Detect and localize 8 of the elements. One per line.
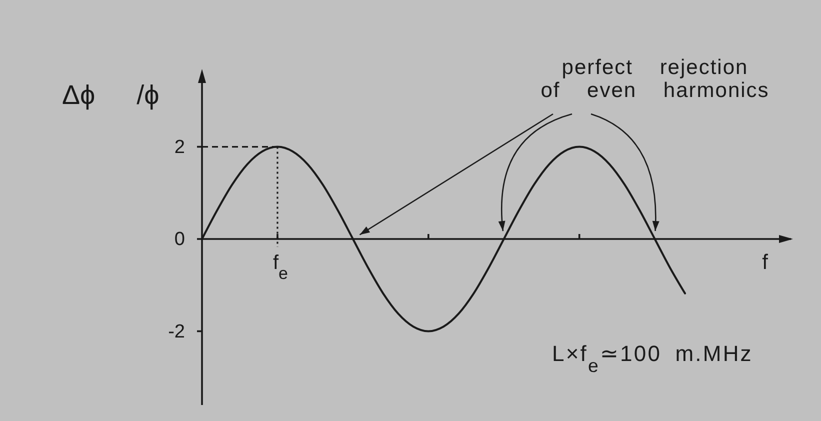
x-tick-label: f$_{e}$ xyxy=(272,252,288,282)
y-tick-label: 0 xyxy=(174,229,185,250)
y-tick-label: -2 xyxy=(168,321,185,342)
annotation: perfect rejection of even harmonics xyxy=(540,56,770,102)
y-axis-title: Δϕ /ϕ xyxy=(62,80,160,110)
x-axis-title: f xyxy=(762,251,768,274)
annotation: L×f$_{e}$≃100 m.MHz xyxy=(552,341,753,376)
y-tick-label: 2 xyxy=(174,136,185,158)
